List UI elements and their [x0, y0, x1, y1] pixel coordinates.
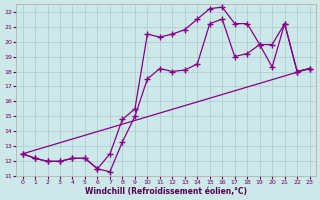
X-axis label: Windchill (Refroidissement éolien,°C): Windchill (Refroidissement éolien,°C): [85, 187, 247, 196]
